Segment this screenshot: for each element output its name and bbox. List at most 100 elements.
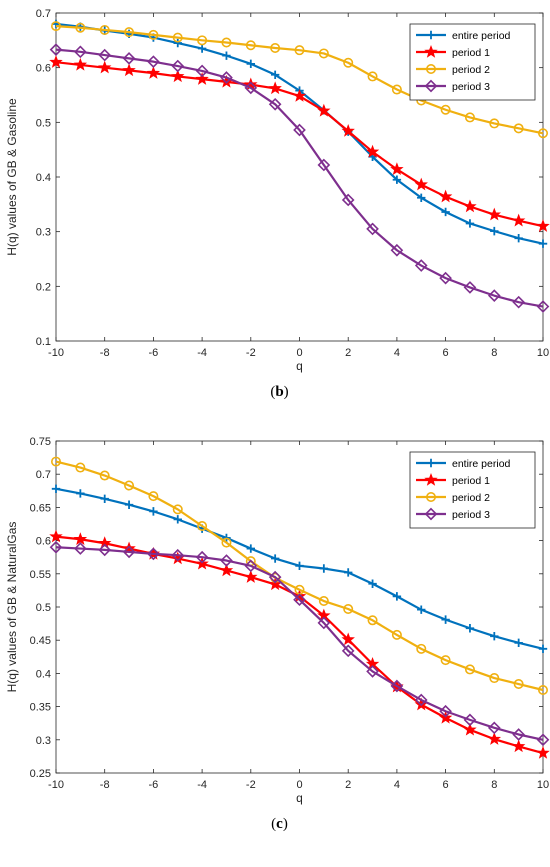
data-point <box>490 632 499 641</box>
data-point <box>295 561 304 571</box>
data-point <box>76 489 85 498</box>
y-tick-label: 0.45 <box>30 635 51 647</box>
data-point <box>318 596 329 607</box>
data-point <box>50 21 61 32</box>
data-point <box>440 104 451 115</box>
data-point <box>147 55 160 68</box>
data-point <box>268 97 282 111</box>
y-tick-label: 0.2 <box>36 281 51 293</box>
data-point <box>512 728 525 741</box>
data-point <box>268 81 282 95</box>
data-point <box>487 732 502 745</box>
data-point <box>464 664 475 675</box>
data-point <box>195 64 209 78</box>
y-tick-label: 0.6 <box>36 536 51 548</box>
data-point <box>51 484 61 494</box>
y-tick-label: 0.7 <box>36 469 51 481</box>
data-point <box>270 70 280 79</box>
data-point <box>317 103 331 117</box>
x-tick-label: -6 <box>149 779 159 791</box>
x-tick-label: 0 <box>296 347 302 359</box>
data-point <box>244 559 258 573</box>
data-point <box>390 162 404 176</box>
data-point <box>171 548 185 562</box>
data-point <box>538 239 548 248</box>
data-point <box>99 470 110 481</box>
data-point <box>268 570 282 584</box>
y-tick-label: 0.3 <box>36 227 51 239</box>
data-point <box>511 213 526 227</box>
x-tick-label: -2 <box>246 347 256 359</box>
x-tick-label: 10 <box>537 347 549 359</box>
series-period-1 <box>49 529 550 759</box>
data-point <box>536 733 550 747</box>
data-point <box>465 624 475 633</box>
data-point <box>75 22 86 33</box>
data-point <box>489 673 500 684</box>
data-point <box>293 593 306 607</box>
x-tick-label: -4 <box>197 779 207 791</box>
data-point <box>513 123 524 134</box>
data-point <box>97 536 112 549</box>
data-point <box>292 89 307 102</box>
data-point <box>513 679 524 690</box>
data-point <box>49 540 63 554</box>
legend-item: period 1 <box>416 472 490 487</box>
data-point <box>391 629 402 640</box>
series-line <box>55 546 544 741</box>
caption-close: ) <box>283 816 288 832</box>
data-point <box>341 632 355 646</box>
series-period-2 <box>50 21 548 139</box>
data-point <box>147 547 160 561</box>
legend-label: entire period <box>452 30 511 42</box>
x-tick-label: 8 <box>491 347 497 359</box>
legend-marker <box>425 64 436 75</box>
data-point <box>49 529 63 543</box>
data-point <box>197 35 208 46</box>
data-point <box>367 615 378 626</box>
y-tick-label: 0.5 <box>36 117 51 129</box>
x-tick-label: 0 <box>296 779 302 791</box>
legend: entire period period 1 period 2 period 3 <box>409 23 536 101</box>
data-point <box>487 721 501 735</box>
data-point <box>245 40 256 51</box>
data-point <box>390 243 404 257</box>
data-point <box>439 271 452 285</box>
data-point <box>463 199 477 213</box>
x-tick-label: -8 <box>100 779 110 791</box>
legend-label: period 2 <box>452 492 490 504</box>
legend-item: period 3 <box>416 79 490 93</box>
series-line <box>55 48 544 308</box>
legend-marker <box>424 44 438 58</box>
legend-item: period 3 <box>416 507 490 521</box>
data-point <box>537 128 548 139</box>
data-point <box>440 655 451 666</box>
legend-item: period 2 <box>416 491 490 504</box>
data-point <box>341 193 355 207</box>
data-point <box>438 189 453 203</box>
y-tick-label: 0.3 <box>36 735 51 747</box>
data-point <box>514 234 523 243</box>
x-tick-label: -8 <box>100 347 110 359</box>
data-point <box>246 544 255 553</box>
data-point <box>487 207 502 221</box>
x-tick-label: 2 <box>345 347 351 359</box>
data-point <box>343 57 354 68</box>
data-point <box>366 665 379 678</box>
data-point <box>464 112 475 123</box>
series-period-1 <box>49 55 550 232</box>
data-point <box>317 158 331 172</box>
y-tick-label: 0.35 <box>30 702 51 714</box>
data-point <box>536 746 550 759</box>
legend-label: period 1 <box>452 47 490 59</box>
legend-item: period 1 <box>416 44 490 59</box>
x-tick-label: -10 <box>48 779 64 791</box>
data-point <box>219 563 234 577</box>
data-point <box>319 564 329 573</box>
data-point <box>171 59 185 73</box>
x-tick-label: 8 <box>491 779 497 791</box>
legend-marker <box>424 507 438 521</box>
data-point <box>74 542 87 555</box>
data-point <box>514 638 523 648</box>
data-point <box>146 66 161 79</box>
